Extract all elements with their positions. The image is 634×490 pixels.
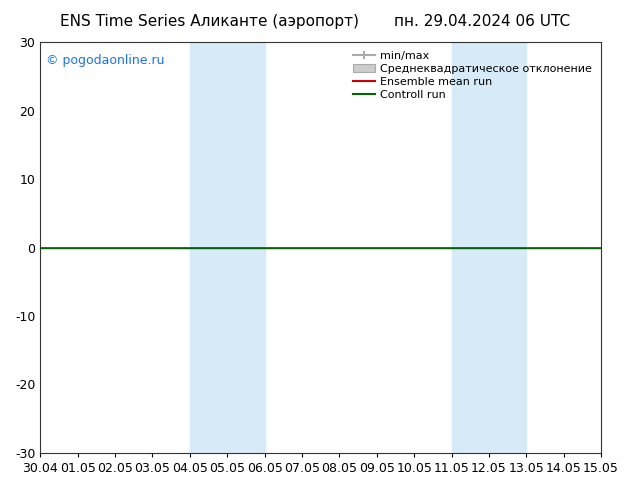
Bar — [451, 42, 489, 453]
Text: © pogodaonline.ru: © pogodaonline.ru — [46, 54, 164, 68]
Bar — [227, 42, 264, 453]
Bar — [489, 42, 526, 453]
Bar — [190, 42, 227, 453]
Text: пн. 29.04.2024 06 UTC: пн. 29.04.2024 06 UTC — [394, 14, 570, 29]
Legend: min/max, Среднеквадратическое отклонение, Ensemble mean run, Controll run: min/max, Среднеквадратическое отклонение… — [349, 48, 595, 103]
Text: ENS Time Series Аликанте (аэропорт): ENS Time Series Аликанте (аэропорт) — [60, 14, 359, 29]
